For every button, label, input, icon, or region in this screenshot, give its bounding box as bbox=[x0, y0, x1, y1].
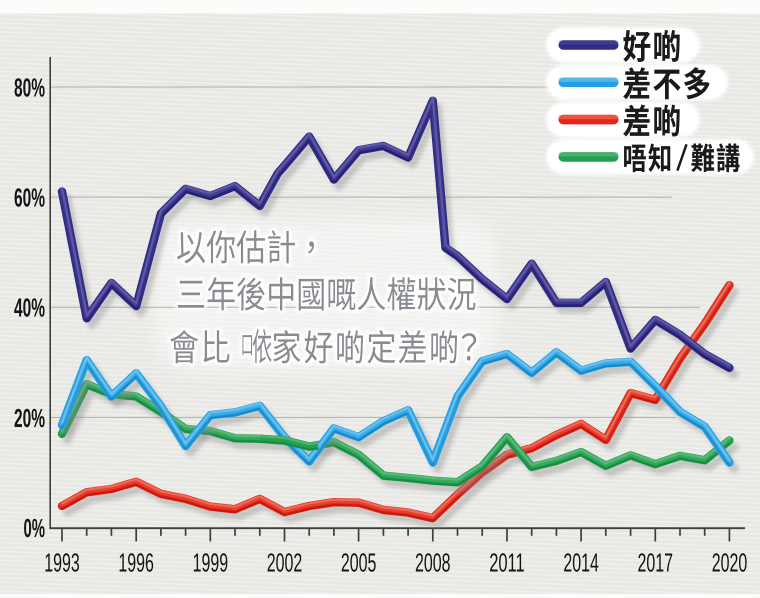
svg-text:60%: 60% bbox=[14, 183, 45, 213]
svg-text:20%: 20% bbox=[14, 403, 45, 433]
svg-text:2014: 2014 bbox=[563, 548, 599, 578]
svg-text:1999: 1999 bbox=[193, 548, 229, 578]
svg-text:2017: 2017 bbox=[638, 548, 674, 578]
svg-text:2011: 2011 bbox=[489, 548, 525, 578]
svg-text:1996: 1996 bbox=[118, 548, 153, 578]
svg-text:2020: 2020 bbox=[712, 548, 748, 578]
svg-text:2005: 2005 bbox=[341, 548, 377, 578]
svg-text:1993: 1993 bbox=[44, 548, 79, 578]
svg-text:2002: 2002 bbox=[267, 548, 303, 578]
svg-text:2008: 2008 bbox=[415, 548, 451, 578]
svg-text:40%: 40% bbox=[14, 293, 45, 323]
svg-text:0%: 0% bbox=[24, 513, 46, 543]
svg-text:80%: 80% bbox=[14, 72, 45, 102]
